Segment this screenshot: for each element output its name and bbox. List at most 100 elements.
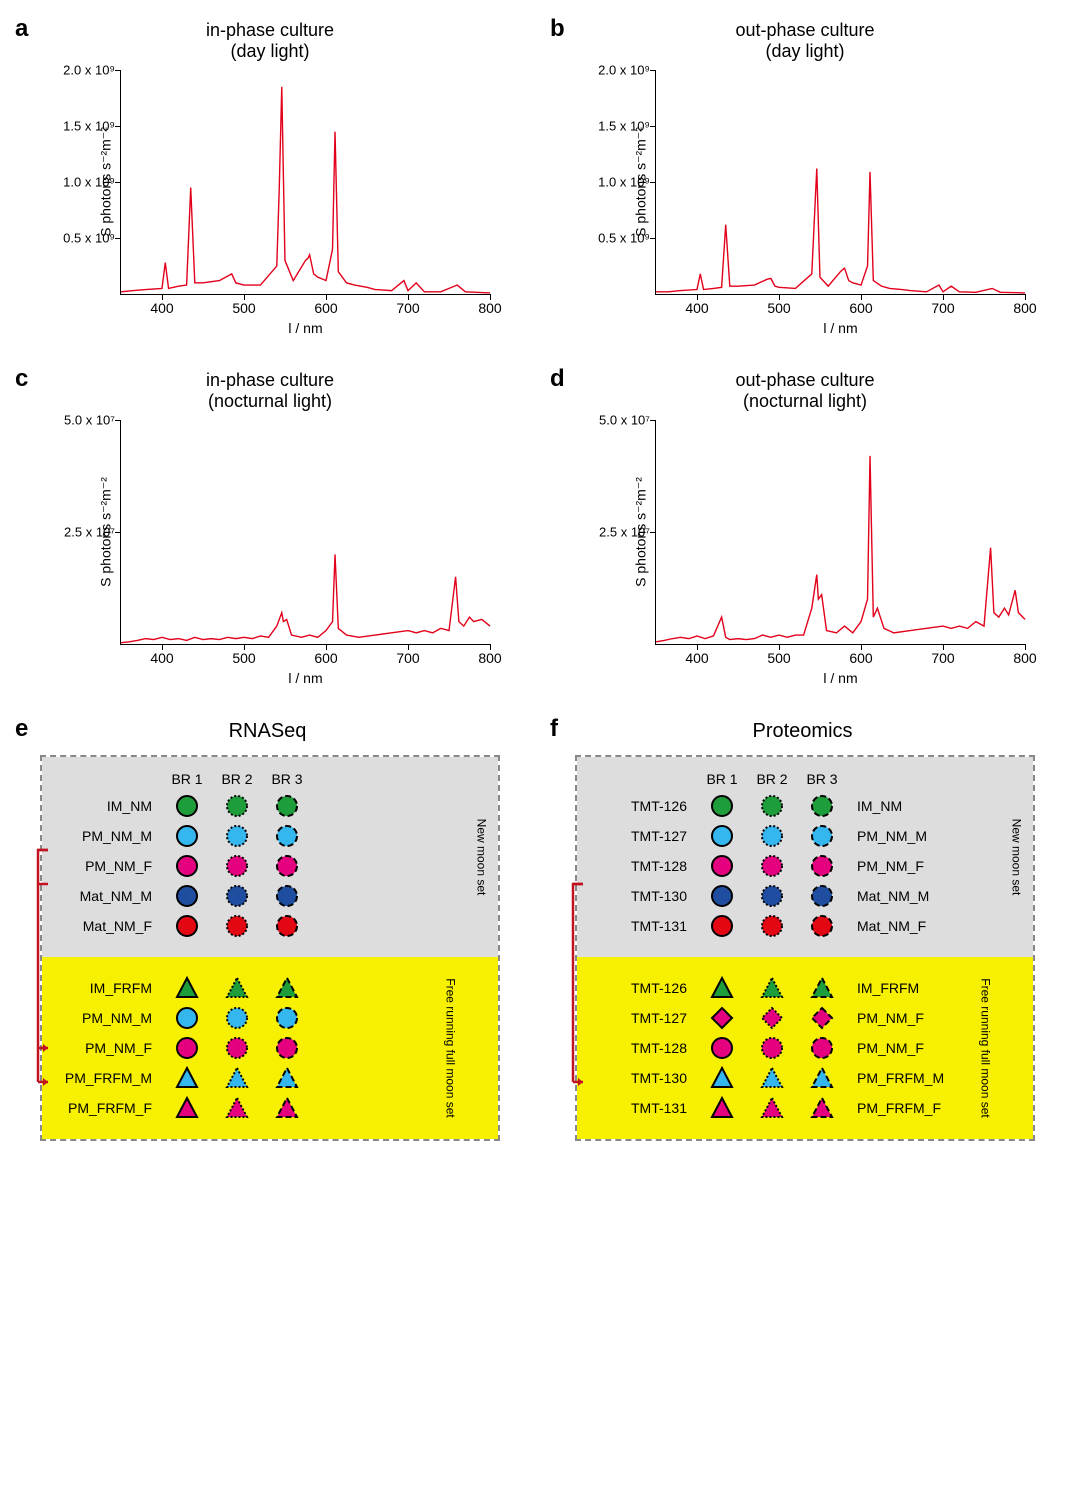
marker-triangle <box>274 1095 300 1121</box>
x-tick-label: 500 <box>767 300 790 316</box>
marker-cell <box>797 1035 847 1061</box>
br-header: BR 1 <box>162 771 212 787</box>
x-tick-label: 400 <box>685 650 708 666</box>
marker-circle <box>274 793 300 819</box>
marker-circle <box>174 1005 200 1031</box>
marker-cell <box>747 1005 797 1031</box>
legend-f-title: Proteomics <box>555 720 1050 743</box>
marker-triangle <box>174 1095 200 1121</box>
marker-cell <box>262 853 312 879</box>
marker-triangle <box>809 1095 835 1121</box>
marker-cell <box>797 823 847 849</box>
panel-letter-b: b <box>550 15 565 43</box>
marker-diamond <box>759 1005 785 1031</box>
marker-triangle <box>759 975 785 1001</box>
marker-cell <box>162 1005 212 1031</box>
marker-circle <box>224 853 250 879</box>
marker-cell <box>162 1035 212 1061</box>
y-tick-label: 0.5 x 10⁹ <box>63 231 115 246</box>
chart-b-title: out-phase culture (day light) <box>575 20 1035 62</box>
marker-triangle <box>174 975 200 1001</box>
panel-d: d out-phase culture (nocturnal light) S … <box>555 370 1050 690</box>
legend-row-left: PM_NM_M <box>52 828 162 844</box>
x-tick-label: 400 <box>150 300 173 316</box>
legend-row: TMT-131Mat_NM_F <box>587 913 1023 939</box>
marker-circle <box>759 793 785 819</box>
marker-cell <box>162 1095 212 1121</box>
spectrum-line <box>121 420 490 644</box>
marker-triangle <box>809 975 835 1001</box>
marker-circle <box>224 883 250 909</box>
marker-cell <box>162 913 212 939</box>
chart-b-plot: S photons s⁻²m⁻² l / nm 4005006007008000… <box>655 70 1025 295</box>
x-tick-label: 500 <box>232 650 255 666</box>
legend-section-frfm: Free running full moon setIM_FRFMPM_NM_M… <box>42 957 498 1139</box>
legend-row: TMT-131PM_FRFM_F <box>587 1095 1023 1121</box>
marker-cell <box>697 883 747 909</box>
figure-grid: a in-phase culture (day light) S photons… <box>20 20 1050 1141</box>
y-tick-label: 1.0 x 10⁹ <box>598 175 650 190</box>
legend-row: TMT-130PM_FRFM_M <box>587 1065 1023 1091</box>
marker-circle <box>274 1035 300 1061</box>
marker-cell <box>747 793 797 819</box>
marker-cell <box>697 823 747 849</box>
marker-cell <box>212 853 262 879</box>
legend-row-left: PM_FRFM_F <box>52 1100 162 1116</box>
marker-cell <box>697 1035 747 1061</box>
marker-cell <box>797 975 847 1001</box>
marker-triangle <box>709 975 735 1001</box>
legend-header: BR 1BR 2BR 3 <box>52 771 488 787</box>
marker-cell <box>262 823 312 849</box>
legend-row: TMT-126IM_NM <box>587 793 1023 819</box>
y-tick-label: 2.0 x 10⁹ <box>63 63 115 78</box>
marker-cell <box>262 793 312 819</box>
bracket-arrows <box>34 757 52 1181</box>
legend-row-left: PM_NM_F <box>52 1040 162 1056</box>
x-tick-label: 600 <box>849 650 872 666</box>
marker-cell <box>797 1005 847 1031</box>
marker-cell <box>162 853 212 879</box>
y-tick-label: 5.0 x 10⁷ <box>599 413 650 428</box>
x-tick-label: 700 <box>396 650 419 666</box>
marker-circle <box>224 823 250 849</box>
br-header: BR 2 <box>212 771 262 787</box>
marker-circle <box>709 793 735 819</box>
legend-section-nm: New moon setBR 1BR 2BR 3TMT-126IM_NMTMT-… <box>577 757 1033 957</box>
marker-circle <box>709 883 735 909</box>
legend-header: BR 1BR 2BR 3 <box>587 771 1023 787</box>
marker-triangle <box>709 1095 735 1121</box>
y-tick-label: 5.0 x 10⁷ <box>64 413 115 428</box>
bracket-arrows <box>569 757 587 1181</box>
marker-circle <box>809 913 835 939</box>
marker-circle <box>809 823 835 849</box>
legend-row: TMT-127PM_NM_F <box>587 1005 1023 1031</box>
marker-cell <box>262 975 312 1001</box>
marker-circle <box>174 1035 200 1061</box>
legend-row-right: IM_FRFM <box>847 980 919 996</box>
chart-a-plot: S photons s⁻²m⁻² l / nm 4005006007008000… <box>120 70 490 295</box>
legend-row-left: TMT-127 <box>587 828 697 844</box>
legend-row-right: PM_NM_F <box>847 1010 924 1026</box>
marker-circle <box>759 913 785 939</box>
legend-row: PM_NM_F <box>52 853 488 879</box>
panel-letter-d: d <box>550 365 565 393</box>
legend-e-title: RNASeq <box>20 720 515 743</box>
marker-cell <box>162 823 212 849</box>
y-tick-label: 2.5 x 10⁷ <box>64 525 115 540</box>
chart-c-xlabel: l / nm <box>288 670 322 686</box>
chart-c-plot: S photons s⁻²m⁻² l / nm 4005006007008002… <box>120 420 490 645</box>
legend-row: TMT-127PM_NM_M <box>587 823 1023 849</box>
marker-circle <box>174 913 200 939</box>
marker-triangle <box>759 1095 785 1121</box>
chart-a-title: in-phase culture (day light) <box>40 20 500 62</box>
br-header: BR 3 <box>797 771 847 787</box>
legend-row: IM_NM <box>52 793 488 819</box>
marker-cell <box>697 853 747 879</box>
marker-cell <box>212 913 262 939</box>
legend-row-left: TMT-131 <box>587 1100 697 1116</box>
chart-d-xlabel: l / nm <box>823 670 857 686</box>
legend-row-left: TMT-130 <box>587 888 697 904</box>
br-header: BR 3 <box>262 771 312 787</box>
x-tick-label: 700 <box>931 650 954 666</box>
x-tick-label: 800 <box>478 650 501 666</box>
